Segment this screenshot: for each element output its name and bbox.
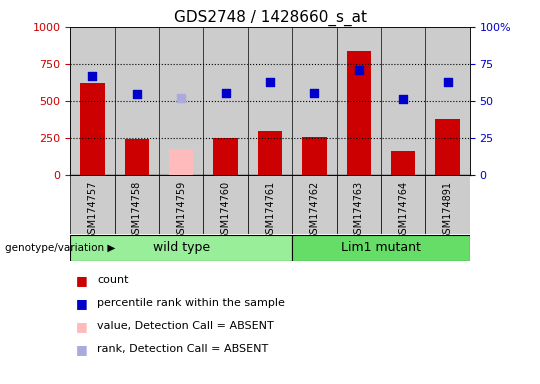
Bar bbox=[336, 175, 381, 234]
Point bbox=[443, 79, 452, 85]
Bar bbox=[292, 27, 336, 175]
Text: GSM174764: GSM174764 bbox=[398, 181, 408, 240]
Bar bbox=[435, 119, 460, 175]
Bar bbox=[258, 131, 282, 175]
Text: GSM174891: GSM174891 bbox=[443, 181, 453, 240]
Text: ■: ■ bbox=[76, 343, 87, 356]
Bar bbox=[347, 51, 371, 175]
Point bbox=[310, 90, 319, 96]
Text: wild type: wild type bbox=[153, 241, 210, 254]
Point bbox=[266, 79, 274, 85]
Bar bbox=[248, 175, 292, 234]
Bar bbox=[70, 235, 292, 261]
Text: ■: ■ bbox=[76, 320, 87, 333]
Bar bbox=[159, 27, 204, 175]
Bar bbox=[125, 139, 149, 175]
Text: Lim1 mutant: Lim1 mutant bbox=[341, 241, 421, 254]
Bar bbox=[114, 175, 159, 234]
Bar bbox=[426, 175, 470, 234]
Bar bbox=[302, 137, 327, 175]
Bar bbox=[169, 149, 193, 175]
Point bbox=[399, 96, 408, 103]
Text: GSM174759: GSM174759 bbox=[176, 181, 186, 240]
Bar bbox=[292, 235, 470, 261]
Bar bbox=[70, 175, 114, 234]
Bar bbox=[213, 138, 238, 175]
Point bbox=[132, 91, 141, 97]
Text: GSM174757: GSM174757 bbox=[87, 181, 97, 240]
Bar bbox=[336, 27, 381, 175]
Title: GDS2748 / 1428660_s_at: GDS2748 / 1428660_s_at bbox=[173, 9, 367, 25]
Text: genotype/variation ▶: genotype/variation ▶ bbox=[5, 243, 116, 253]
Point bbox=[354, 67, 363, 73]
Bar bbox=[248, 27, 292, 175]
Text: GSM174761: GSM174761 bbox=[265, 181, 275, 240]
Bar bbox=[381, 175, 426, 234]
Text: percentile rank within the sample: percentile rank within the sample bbox=[97, 298, 285, 308]
Bar bbox=[391, 151, 415, 175]
Bar bbox=[381, 27, 426, 175]
Bar bbox=[80, 83, 105, 175]
Bar bbox=[114, 27, 159, 175]
Bar bbox=[426, 27, 470, 175]
Bar bbox=[292, 175, 336, 234]
Text: GSM174758: GSM174758 bbox=[132, 181, 142, 240]
Text: count: count bbox=[97, 275, 129, 285]
Text: ■: ■ bbox=[76, 297, 87, 310]
Text: rank, Detection Call = ABSENT: rank, Detection Call = ABSENT bbox=[97, 344, 268, 354]
Text: ■: ■ bbox=[76, 274, 87, 287]
Point bbox=[221, 90, 230, 96]
Point bbox=[88, 73, 97, 79]
Text: GSM174763: GSM174763 bbox=[354, 181, 364, 240]
Bar bbox=[159, 175, 204, 234]
Bar bbox=[70, 27, 114, 175]
Text: GSM174762: GSM174762 bbox=[309, 181, 319, 240]
Text: GSM174760: GSM174760 bbox=[221, 181, 231, 240]
Point bbox=[177, 95, 186, 101]
Bar bbox=[204, 27, 248, 175]
Bar bbox=[204, 175, 248, 234]
Text: value, Detection Call = ABSENT: value, Detection Call = ABSENT bbox=[97, 321, 274, 331]
